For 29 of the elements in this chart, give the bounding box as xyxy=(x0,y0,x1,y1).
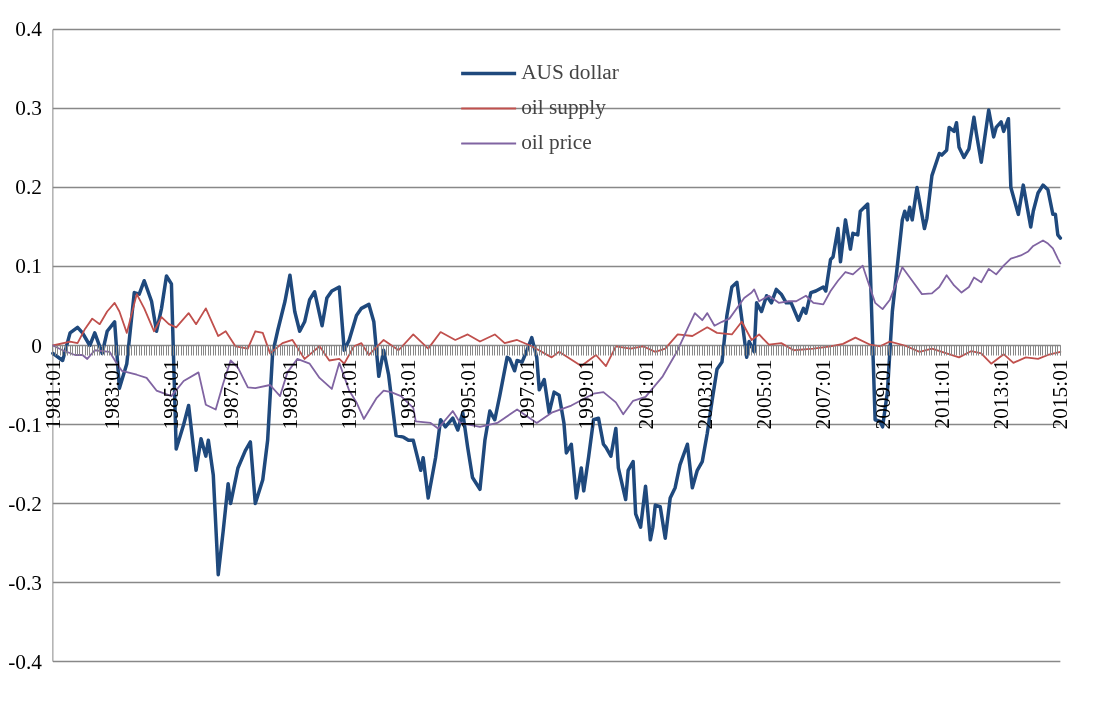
x-tick-label: 1987:01 xyxy=(218,359,243,430)
y-tick-label: 0.4 xyxy=(15,17,43,42)
x-tick-label: 1991:01 xyxy=(337,359,362,430)
x-tick-label: 2013:01 xyxy=(989,359,1014,430)
x-tick-label: 1983:01 xyxy=(100,359,125,430)
x-tick-label: 1999:01 xyxy=(574,359,599,430)
legend-label: AUS dollar xyxy=(521,60,619,85)
y-tick-label: 0.3 xyxy=(15,96,42,121)
x-tick-label: 2007:01 xyxy=(811,359,836,430)
x-tick-label: 1985:01 xyxy=(159,359,184,430)
x-tick-label: 1995:01 xyxy=(455,359,480,430)
x-tick-label: 2003:01 xyxy=(692,359,717,430)
y-tick-label: -0.3 xyxy=(8,570,42,595)
x-tick-label: 2015:01 xyxy=(1048,359,1073,430)
y-tick-label: 0.2 xyxy=(15,175,42,200)
y-tick-label: 0.1 xyxy=(15,254,42,279)
x-tick-label: 1997:01 xyxy=(515,359,540,430)
y-tick-label: 0 xyxy=(31,333,42,358)
x-tick-label: 2011:01 xyxy=(929,359,954,429)
y-tick-label: -0.2 xyxy=(8,491,42,516)
x-tick-label: 1993:01 xyxy=(396,359,421,430)
x-tick-label: 2005:01 xyxy=(752,359,777,430)
y-tick-label: -0.1 xyxy=(8,412,42,437)
x-tick-label: 1989:01 xyxy=(277,359,302,430)
legend-label: oil price xyxy=(521,130,592,155)
y-tick-label: -0.4 xyxy=(8,649,43,674)
x-tick-label: 2001:01 xyxy=(633,359,658,430)
x-tick-label: 2009:01 xyxy=(870,359,895,430)
x-tick-label: 1981:01 xyxy=(40,359,65,430)
